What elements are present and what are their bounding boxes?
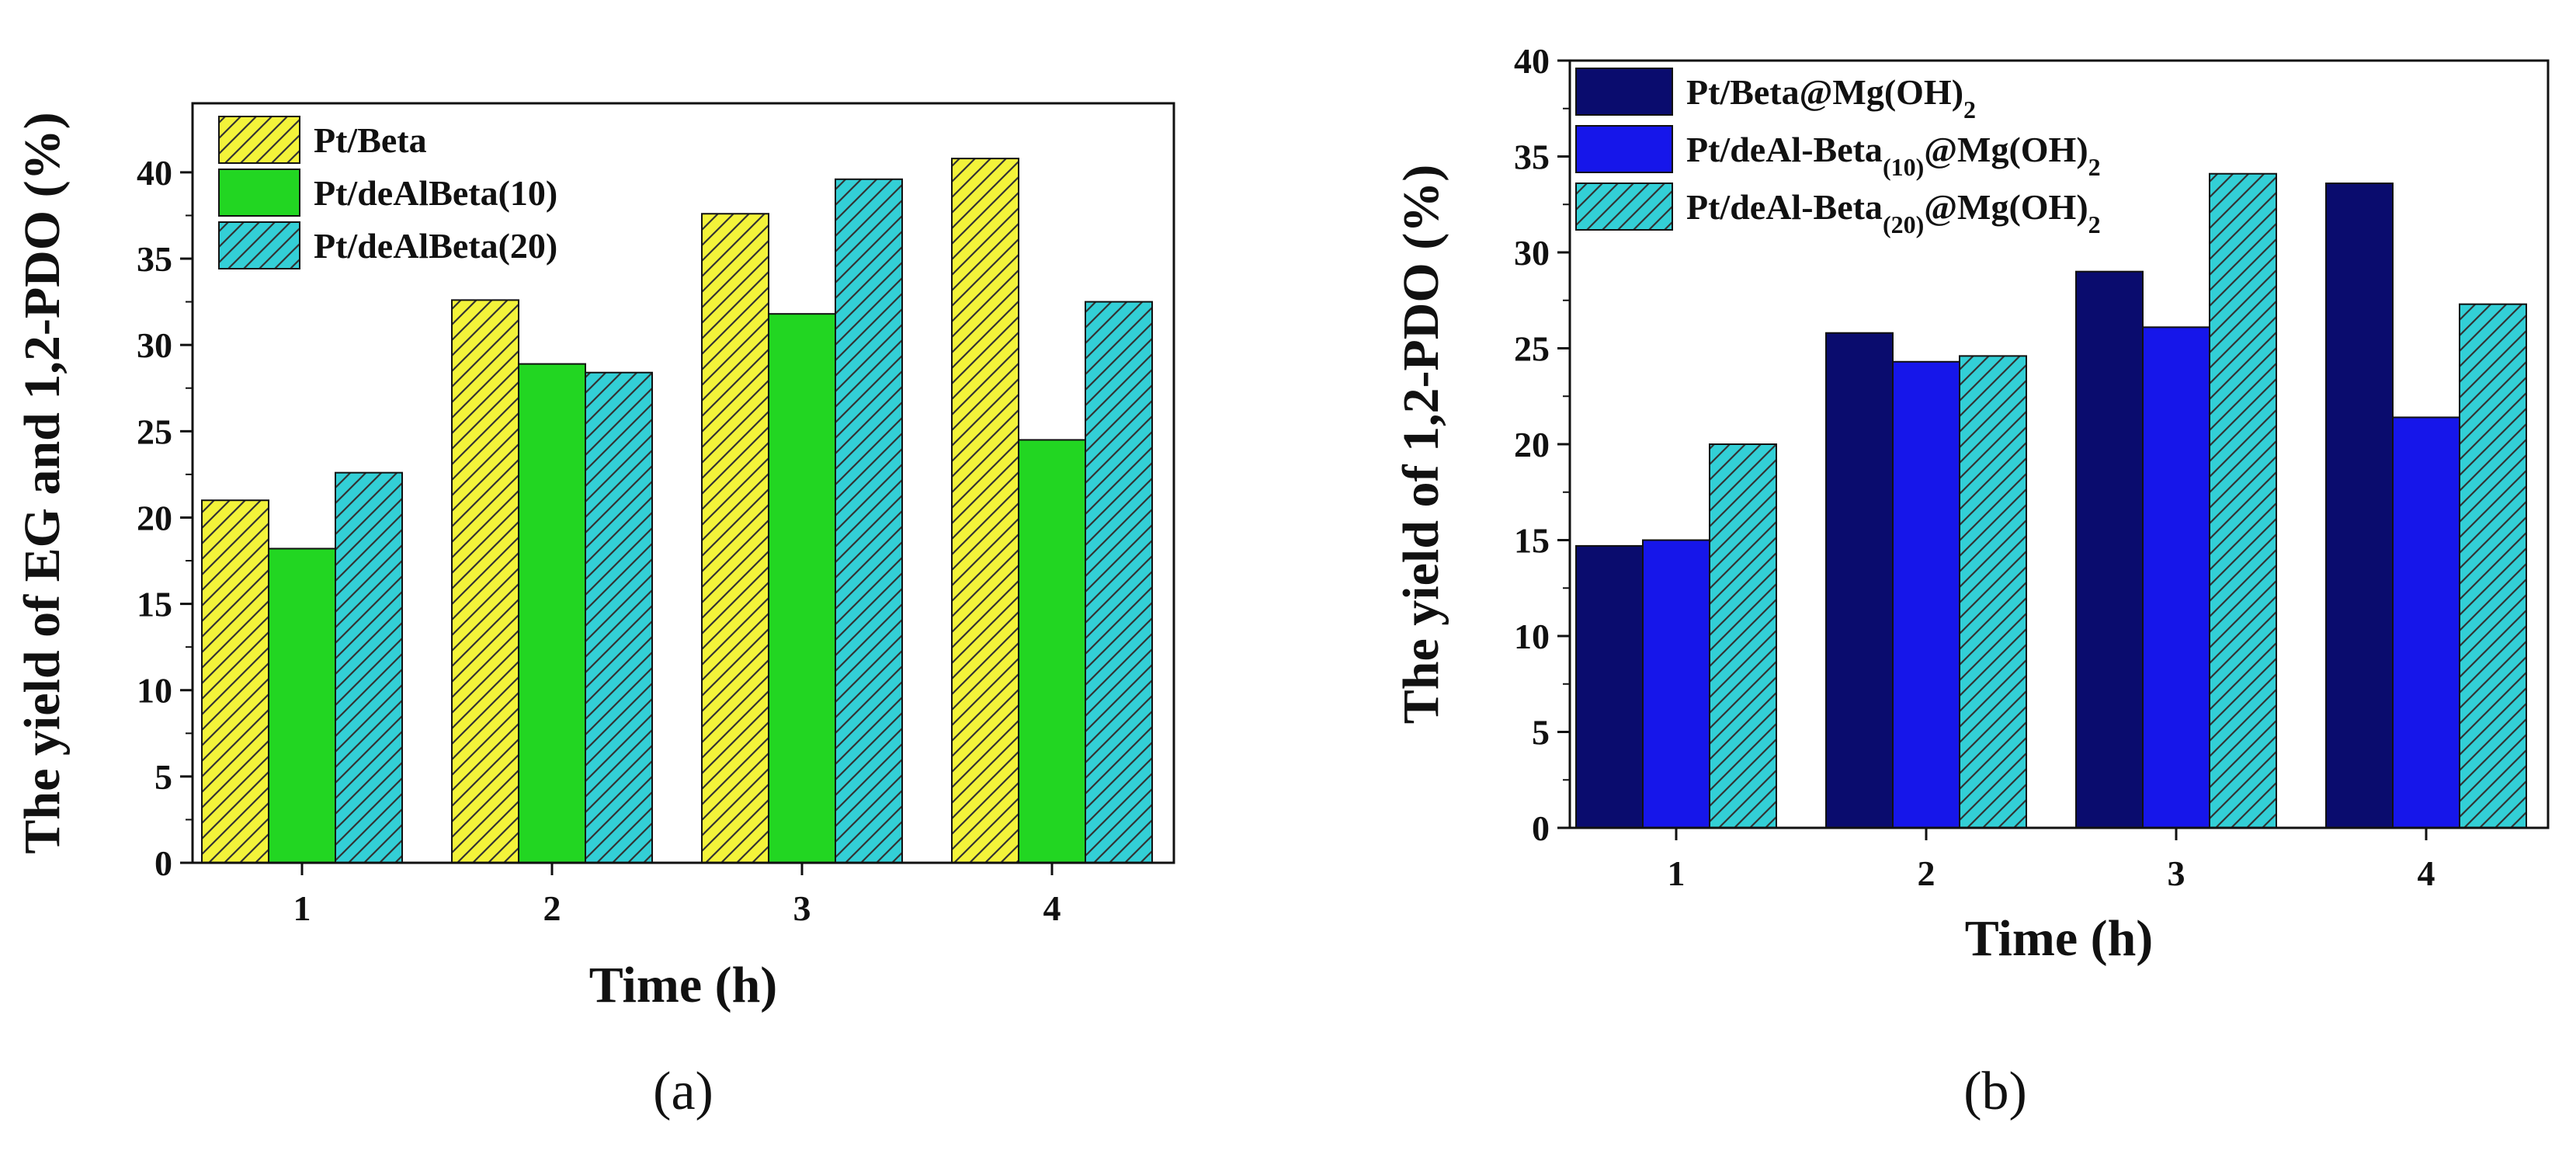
bar-pt-beta-mg-oh-2-3 (2075, 270, 2144, 829)
legend-label: Pt/Beta@Mg(OH)2 (1686, 72, 1976, 123)
y-tick-label: 10 (137, 671, 172, 711)
y-tick-label: 35 (1514, 137, 1550, 177)
y-tick-label: 25 (1514, 329, 1550, 369)
bar-pt-dealbeta-20--3 (835, 178, 903, 864)
bar-pt-beta-4 (951, 158, 1019, 864)
bar-pt-dealbeta-10--3 (768, 313, 836, 864)
x-tick-label: 1 (293, 888, 311, 928)
x-tick-label: 2 (1918, 853, 1935, 893)
y-tick-label: 35 (137, 239, 172, 279)
x-axis-label: Time (h) (589, 957, 778, 1013)
y-tick-label: 0 (154, 843, 172, 883)
x-tick-label: 2 (543, 888, 561, 928)
y-tick-label: 0 (1532, 808, 1550, 848)
bar-pt-deal-beta-20-mg-oh-2-1 (1709, 443, 1777, 829)
legend-swatch (218, 221, 300, 269)
y-tick-label: 30 (1514, 233, 1550, 273)
y-tick-label: 15 (1514, 521, 1550, 561)
bar-pt-deal-beta-10-mg-oh-2-2 (1892, 360, 1960, 829)
y-axis-label: The yield of EG and 1,2-PDO (%) (14, 112, 71, 853)
legend-swatch (1575, 68, 1673, 116)
y-tick-label: 15 (137, 585, 172, 624)
legend-label: Pt/deAl-Beta(20)@Mg(OH)2 (1686, 187, 2101, 238)
bar-pt-beta-mg-oh-2-1 (1575, 544, 1644, 829)
x-tick-label: 3 (793, 888, 811, 928)
y-tick-label: 25 (137, 412, 172, 451)
y-tick-label: 40 (137, 153, 172, 193)
bar-pt-beta-mg-oh-2-4 (2325, 182, 2394, 829)
plot-frame (191, 102, 1175, 864)
bar-pt-beta-mg-oh-2-2 (1825, 332, 1894, 829)
bar-pt-beta-3 (701, 213, 769, 864)
panel-caption: (a) (653, 1062, 713, 1121)
legend-swatch (218, 169, 300, 217)
bar-pt-dealbeta-10--1 (268, 547, 336, 864)
legend-swatch (1575, 125, 1673, 173)
legend-label: Pt/deAl-Beta(10)@Mg(OH)2 (1686, 130, 2101, 181)
y-tick-label: 30 (137, 325, 172, 365)
legend-label: Pt/Beta (314, 120, 427, 160)
bar-pt-dealbeta-10--4 (1018, 439, 1086, 864)
bar-pt-deal-beta-20-mg-oh-2-4 (2459, 303, 2527, 829)
chart-b: 0 5 10 15 20 25 30 35 40 1 2 3 4 Time (h) The yield of… (1393, 41, 2550, 1121)
y-tick-label: 5 (1532, 713, 1550, 753)
panel-caption: (b) (1963, 1062, 2027, 1121)
x-tick-label: 4 (2418, 853, 2435, 893)
y-axis-label: The yield of 1,2-PDO (%) (1393, 165, 1449, 724)
bar-pt-deal-beta-10-mg-oh-2-3 (2142, 326, 2210, 829)
bar-pt-dealbeta-20--4 (1085, 301, 1153, 864)
legend-label: Pt/deAlBeta(10) (314, 173, 557, 213)
bar-pt-dealbeta-20--1 (335, 471, 403, 864)
bar-pt-dealbeta-20--2 (585, 371, 653, 864)
legend-swatch (218, 116, 300, 164)
y-tick-label: 5 (154, 757, 172, 797)
bar-pt-dealbeta-10--2 (518, 363, 586, 864)
x-axis-label: Time (h) (1965, 910, 2154, 967)
bar-pt-deal-beta-20-mg-oh-2-3 (2209, 172, 2277, 829)
y-tick-label: 40 (1514, 41, 1550, 81)
x-tick-label: 3 (2168, 853, 2185, 893)
bar-pt-deal-beta-10-mg-oh-2-1 (1642, 539, 1710, 829)
bar-pt-beta-1 (201, 499, 269, 864)
x-tick-label: 1 (1668, 853, 1686, 893)
bar-pt-deal-beta-20-mg-oh-2-2 (1959, 355, 2027, 829)
legend-swatch (1575, 182, 1673, 231)
chart-a: 0 5 10 15 20 25 30 35 40 1 2 3 4 Time (h) The yield of… (14, 102, 1175, 1121)
x-tick-label: 4 (1043, 888, 1061, 928)
bar-pt-deal-beta-10-mg-oh-2-4 (2392, 416, 2460, 829)
y-tick-label: 20 (1514, 425, 1550, 464)
legend-label: Pt/deAlBeta(20) (314, 226, 557, 266)
bar-pt-beta-2 (451, 299, 519, 864)
y-tick-label: 10 (1514, 617, 1550, 656)
y-tick-label: 20 (137, 498, 172, 537)
